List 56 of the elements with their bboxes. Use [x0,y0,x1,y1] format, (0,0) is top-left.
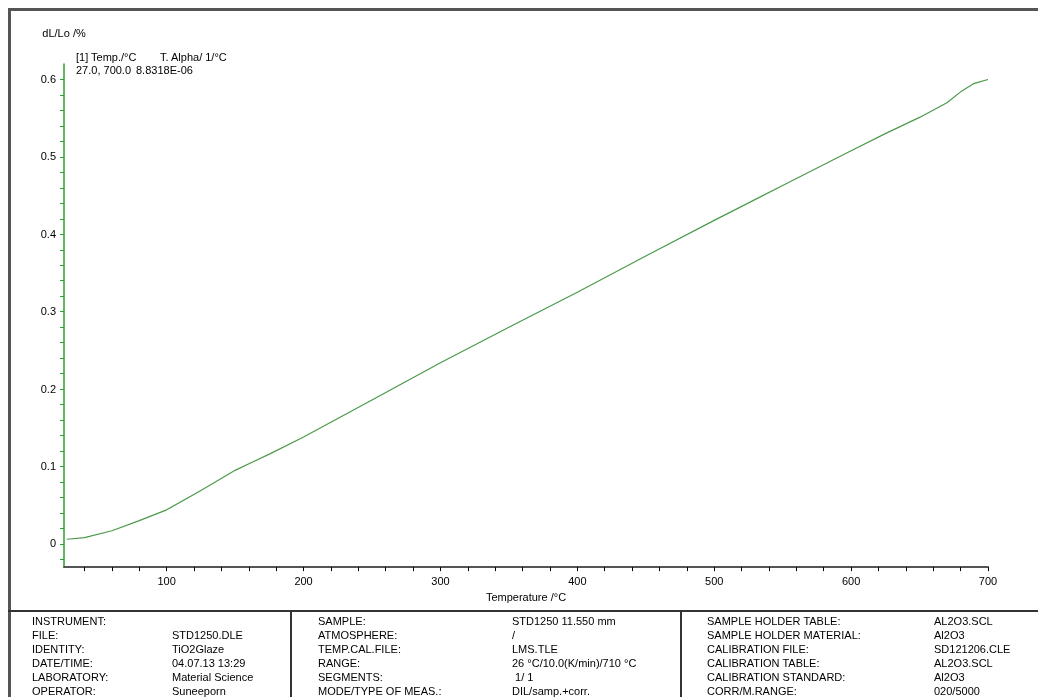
text: CALIBRATION FILE: [707,643,809,656]
y-tick-label: 0.3 [40,305,56,318]
text: DATE/TIME: [32,657,93,670]
text: LMS.TLE [512,643,558,656]
y-axis-title: dL/Lo /% [42,26,86,39]
text: INSTRUMENT: [32,615,106,628]
y-tick-label: 0 [49,537,56,550]
y-tick-label: 0.6 [40,72,56,85]
text: 020/5000 [934,685,980,697]
text: AL2O3.SCL [934,657,993,670]
text: DIL/samp.+corr. [512,685,590,697]
x-tick-label: 100 [157,574,176,587]
annotation: 27.0, 700.0 [76,64,132,76]
x-tick-label: 200 [294,574,313,587]
text: FILE: [32,629,59,642]
text: SD121206.CLE [934,643,1011,656]
text: AL2O3.SCL [934,615,993,628]
annotation: 8.8318E-06 [136,64,194,77]
text: CALIBRATION TABLE: [707,657,820,670]
text: Al2O3 [934,629,965,642]
text: ATMOSPHERE: [318,629,398,642]
y-tick-label: 0.5 [40,150,56,163]
text: [1] Temp./°C [76,51,138,64]
y-tick-label: 0.4 [40,227,56,240]
text: 04.07.13 13:29 [172,657,246,670]
x-axis-title: Temperature /°C [485,590,567,603]
text: MODE/TYPE OF MEAS.: [318,685,442,697]
x-tick-label: 700 [978,574,998,587]
y-tick-label: 0.2 [40,382,56,395]
text: Al2O3 [934,671,965,684]
text: OPERATOR: [32,685,96,697]
text: CORR/M.RANGE: [707,685,797,697]
text: TEMP.CAL.FILE: [318,643,401,656]
text: LABORATORY: [32,671,109,684]
text: SAMPLE: [318,615,366,628]
text: 26 °C/10.0(K/min)/710 °C [512,657,637,670]
x-tick-label: 300 [431,574,450,587]
text: Suneeporn [172,685,226,697]
text: T. Alpha/ 1/°C [160,51,227,64]
text: Material Science [172,671,254,684]
text: RANGE: [318,657,361,670]
text: STD1250 11.550 mm [512,615,616,628]
x-tick-label: 600 [841,574,861,587]
text: CALIBRATION STANDARD: [707,671,846,684]
text: TiO2Glaze [172,643,225,656]
line-series [66,78,989,540]
text: IDENTITY: [32,643,85,656]
text: SEGMENTS: [318,671,383,684]
y-tick-label: 0.1 [40,459,56,472]
text: STD1250.DLE [172,629,243,642]
x-tick-label: 400 [568,574,587,587]
text: SAMPLE HOLDER TABLE: [707,615,841,628]
text: SAMPLE HOLDER MATERIAL: [707,629,861,642]
x-tick-label: 500 [705,574,724,587]
text: / [512,629,516,642]
text: 1/ 1 [514,671,534,684]
